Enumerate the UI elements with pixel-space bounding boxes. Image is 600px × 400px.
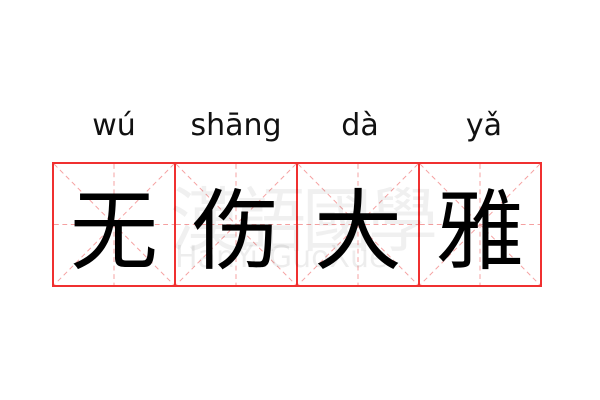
- pinyin-2: dà: [341, 108, 379, 143]
- watermark-latin: HanYuGuoXue: [175, 240, 388, 275]
- character-grid: 无 伤 大 雅: [52, 162, 548, 287]
- grid-guides: [176, 164, 296, 285]
- hanzi-character: 无: [69, 180, 158, 283]
- character-cell: 雅: [418, 162, 542, 287]
- pinyin-0: wú: [92, 108, 136, 143]
- grid-guides: [54, 164, 174, 285]
- grid-guides: [420, 164, 540, 285]
- pinyin-3: yǎ: [465, 108, 503, 143]
- hanzi-character: 伤: [191, 180, 280, 283]
- character-cell: 大: [296, 162, 420, 287]
- hanzi-character: 大: [313, 180, 402, 283]
- pinyin-1: shāng: [190, 108, 282, 143]
- character-cell: 伤: [174, 162, 298, 287]
- grid-guides: [298, 164, 418, 285]
- watermark-chinese: 漢語國學: [170, 180, 438, 262]
- character-cell: 无: [52, 162, 176, 287]
- hanzi-character: 雅: [435, 180, 524, 283]
